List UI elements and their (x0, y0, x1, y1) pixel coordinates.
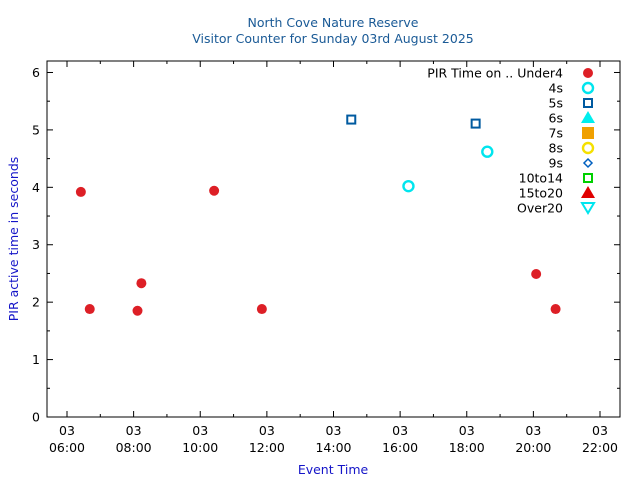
legend-marker (583, 98, 593, 108)
x-axis-label: Event Time (298, 462, 369, 477)
x-tick-day-label: 03 (326, 423, 342, 438)
data-point (481, 145, 494, 158)
y-tick-label: 5 (32, 122, 40, 137)
y-tick-label: 1 (32, 352, 40, 367)
chart-title: North Cove Nature Reserve (248, 15, 419, 30)
x-tick-day-label: 03 (392, 423, 408, 438)
y-axis-label: PIR active time in seconds (6, 157, 21, 322)
x-tick-time-label: 10:00 (182, 440, 218, 455)
y-tick-label: 2 (32, 295, 40, 310)
x-tick-day-label: 03 (126, 423, 142, 438)
legend-label: 6s (549, 111, 563, 126)
legend-label: 9s (549, 156, 563, 171)
legend-label: 15to20 (519, 186, 563, 201)
legend-marker (582, 157, 594, 169)
x-tick-day-label: 03 (259, 423, 275, 438)
x-tick-time-label: 18:00 (449, 440, 485, 455)
x-tick-day-label: 03 (525, 423, 541, 438)
legend-marker (583, 68, 593, 78)
legend-marker (582, 127, 594, 139)
plot-border (46, 60, 621, 418)
data-point (470, 118, 481, 129)
y-tick-label: 6 (32, 65, 40, 80)
x-tick-day-label: 03 (592, 423, 608, 438)
data-points-layer (75, 114, 561, 316)
data-point (550, 304, 561, 315)
legend-label: 4s (549, 81, 563, 96)
x-tick-day-label: 03 (59, 423, 75, 438)
x-tick-day-label: 03 (459, 423, 475, 438)
data-point (256, 304, 267, 315)
x-tick-time-label: 20:00 (515, 440, 551, 455)
legend-label: Over20 (517, 201, 563, 216)
y-tick-label: 3 (32, 237, 40, 252)
legend-label: 8s (549, 141, 563, 156)
legend-label: 7s (549, 126, 563, 141)
data-point (75, 186, 86, 197)
data-point (136, 278, 147, 289)
legend: PIR Time on .. Under44s5s6s7s8s9s10to141… (427, 66, 596, 216)
legend-marker (581, 111, 595, 123)
legend-label: 5s (549, 96, 563, 111)
legend-marker (581, 186, 595, 198)
axes-layer: 0 1 2 3 4 5 6 03 06:00 03 08:00 03 10:00 03 12:00 03 14:… (32, 60, 621, 455)
data-point (402, 179, 415, 193)
legend-marker (581, 81, 595, 95)
legend-label: 10to14 (519, 171, 563, 186)
data-point (346, 114, 357, 125)
data-point (84, 304, 95, 315)
legend-marker (583, 173, 593, 183)
y-tick-label: 0 (32, 410, 40, 425)
chart-subtitle: Visitor Counter for Sunday 03rd August 2… (192, 31, 474, 46)
y-tick-label: 4 (32, 180, 40, 195)
legend-marker (580, 202, 596, 215)
x-tick-time-label: 06:00 (49, 440, 85, 455)
x-tick-time-label: 22:00 (582, 440, 618, 455)
x-tick-time-label: 14:00 (315, 440, 351, 455)
legend-marker (581, 141, 595, 155)
x-tick-time-label: 16:00 (382, 440, 418, 455)
x-tick-day-label: 03 (192, 423, 208, 438)
x-tick-time-label: 12:00 (249, 440, 285, 455)
data-point (132, 305, 143, 316)
x-tick-time-label: 08:00 (116, 440, 152, 455)
legend-label: PIR Time on .. Under4 (427, 66, 563, 81)
data-point (531, 269, 542, 280)
data-point (209, 185, 220, 196)
